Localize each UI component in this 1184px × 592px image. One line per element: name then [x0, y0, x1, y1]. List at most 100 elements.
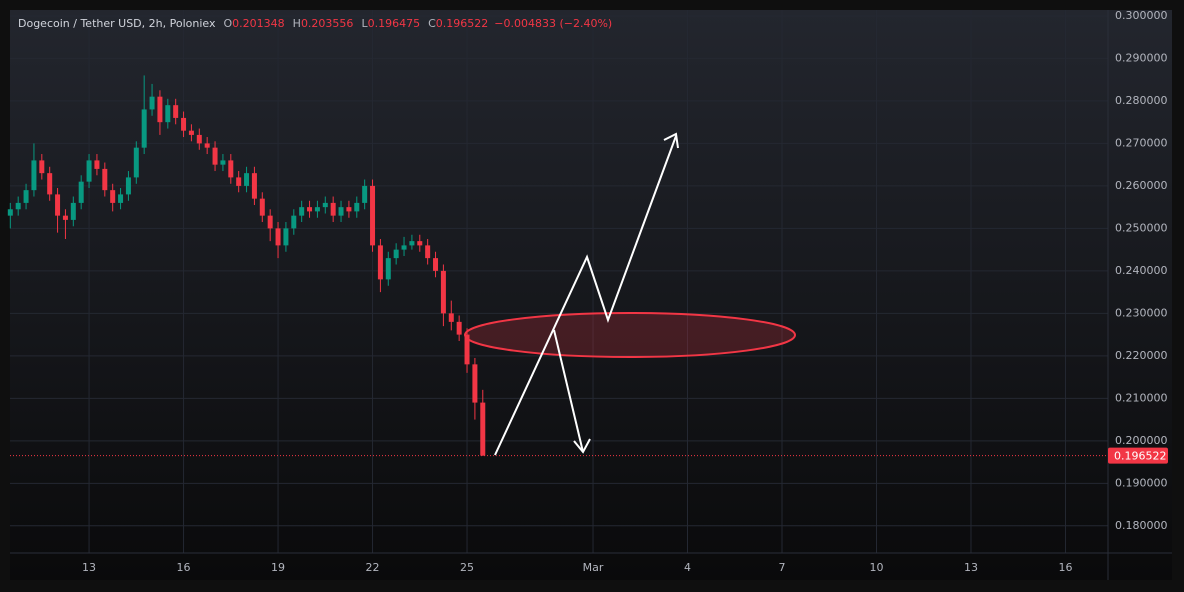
- candle-body: [370, 185, 376, 246]
- ohlc-value: 0.196522: [436, 17, 489, 30]
- candle-body: [283, 228, 289, 246]
- candle-body: [62, 215, 68, 220]
- x-tick-label: 13: [964, 561, 978, 574]
- candle-body: [110, 190, 116, 203]
- candle-body: [149, 96, 155, 110]
- zone-ellipse: [464, 312, 796, 358]
- candle-body: [212, 147, 218, 165]
- candle-body: [362, 185, 368, 203]
- candle-body: [204, 143, 210, 148]
- candle-body: [173, 105, 179, 118]
- y-tick-label: 0.210000: [1115, 391, 1168, 404]
- x-tick-label: Mar: [583, 561, 604, 574]
- candle-body: [464, 334, 470, 365]
- candle-body: [401, 245, 407, 250]
- grid: [10, 10, 1108, 553]
- chart-background: [10, 10, 1172, 580]
- candle-body: [244, 173, 250, 186]
- candle-body: [196, 134, 202, 144]
- x-tick-label: 13: [82, 561, 96, 574]
- y-tick-label: 0.280000: [1115, 94, 1168, 107]
- candle-body: [55, 194, 61, 216]
- y-tick-label: 0.240000: [1115, 264, 1168, 277]
- candle-body: [299, 207, 305, 216]
- x-tick-label: 10: [869, 561, 883, 574]
- axes: 0.180000 0.190000 0.200000 0.210000 0.220000…: [82, 9, 1168, 574]
- candle-body: [7, 209, 13, 216]
- candle-body: [393, 249, 399, 259]
- candle-body: [346, 207, 352, 212]
- candle-body: [181, 117, 187, 131]
- candle-body: [448, 313, 454, 322]
- candle-body: [15, 202, 21, 210]
- y-tick-label: 0.220000: [1115, 349, 1168, 362]
- candle-body: [330, 202, 336, 216]
- x-tick-label: 16: [177, 561, 191, 574]
- arrow-head-down: [573, 438, 591, 454]
- candle-body: [377, 245, 383, 280]
- candle-body: [165, 105, 171, 123]
- last-price-label: 0.196522: [1114, 450, 1167, 463]
- ohlc-key: H: [293, 17, 301, 30]
- y-tick-label: 0.300000: [1115, 9, 1168, 22]
- candle-body: [47, 173, 53, 195]
- candle-body: [236, 177, 242, 186]
- candle-body: [70, 202, 76, 220]
- candle-body: [307, 207, 313, 212]
- y-tick-label: 0.200000: [1115, 434, 1168, 447]
- candle-body: [433, 258, 439, 271]
- candle-body: [228, 160, 234, 178]
- change: −0.004833 (−2.40%): [494, 17, 612, 30]
- x-tick-label: 22: [366, 561, 380, 574]
- y-tick-label: 0.180000: [1115, 519, 1168, 532]
- ohlc-value: 0.201348: [232, 17, 285, 30]
- x-tick-label: 25: [460, 561, 474, 574]
- candle-body: [440, 270, 446, 314]
- candle-body: [322, 202, 328, 208]
- drawings: [464, 132, 796, 456]
- ohlc-key: O: [223, 17, 232, 30]
- y-tick-label: 0.270000: [1115, 136, 1168, 149]
- candle-body: [409, 241, 415, 246]
- candle-body: [118, 194, 124, 203]
- arrow-head-up: [663, 132, 679, 149]
- candle-body: [78, 181, 84, 203]
- y-tick-label: 0.250000: [1115, 221, 1168, 234]
- y-tick-label: 0.190000: [1115, 476, 1168, 489]
- candle-body: [188, 130, 194, 135]
- y-tick-label: 0.260000: [1115, 179, 1168, 192]
- candle-body: [220, 160, 226, 165]
- header: Dogecoin / Tether USD, 2h, Poloniex O0.20…: [18, 17, 612, 30]
- candle-body: [94, 160, 100, 169]
- candle-body: [141, 109, 147, 148]
- candle-body: [102, 168, 108, 191]
- ohlc-value: 0.203556: [301, 17, 354, 30]
- arrow-path-up: [494, 135, 677, 456]
- ohlc-value: 0.196475: [368, 17, 421, 30]
- candle-body: [480, 402, 486, 456]
- candle-body: [385, 258, 391, 280]
- candle-body: [291, 215, 297, 229]
- candles: [7, 75, 1108, 457]
- x-tick-label: 4: [684, 561, 691, 574]
- candle-body: [125, 177, 131, 195]
- candle-body: [31, 160, 37, 191]
- y-tick-label: 0.230000: [1115, 306, 1168, 319]
- x-tick-label: 16: [1058, 561, 1072, 574]
- candle-body: [86, 160, 92, 182]
- ohlc-key: L: [361, 17, 368, 30]
- symbol: Dogecoin / Tether USD, 2h, Poloniex: [18, 17, 216, 30]
- ohlc-key: C: [428, 17, 436, 30]
- last-price-box: [1108, 447, 1168, 464]
- candle-body: [472, 364, 478, 403]
- arrow-path-down: [553, 329, 584, 453]
- candle-body: [314, 207, 320, 212]
- candle-body: [354, 202, 360, 212]
- candle-body: [39, 160, 45, 174]
- candle-body: [338, 207, 344, 216]
- candle-body: [259, 198, 265, 216]
- candle-body: [417, 241, 423, 246]
- candle-body: [267, 215, 273, 229]
- candle-body: [133, 147, 139, 178]
